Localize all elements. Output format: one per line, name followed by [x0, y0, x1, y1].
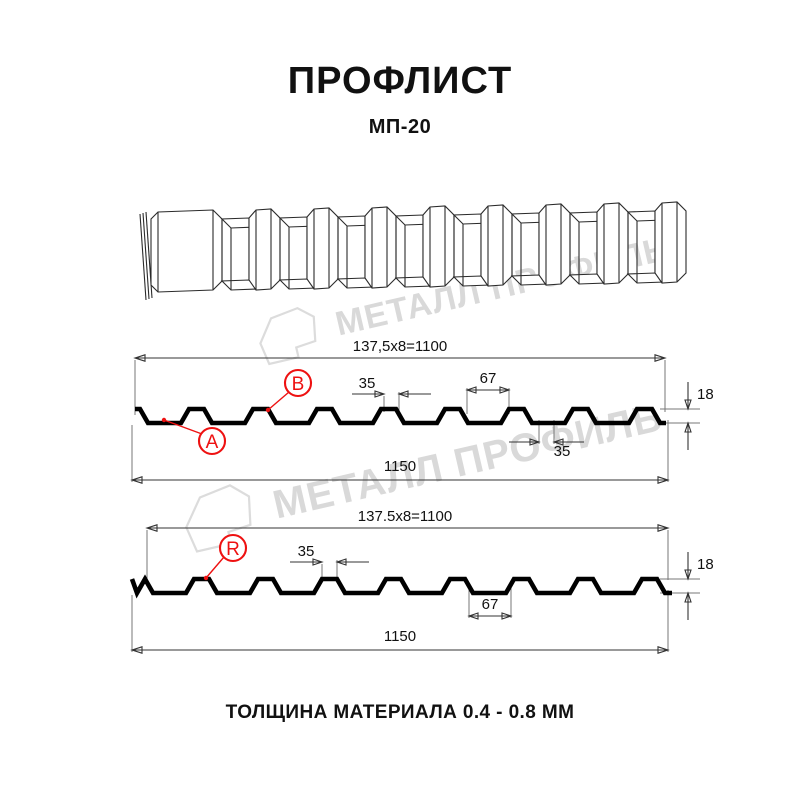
dimension-label-top-1: 137,5x8=1100: [353, 338, 447, 355]
dimension-rib-top-2: 35: [290, 543, 369, 582]
dimension-label-67: 67: [480, 370, 497, 387]
watermark-text: МЕТАЛЛ ПРОФИЛЬ: [269, 395, 667, 527]
callout-label-a: A: [206, 432, 219, 453]
callout-a: A: [161, 417, 227, 456]
dimension-top-2: 137.5x8=1100: [145, 508, 670, 585]
dimension-label-35-section2: 35: [298, 543, 315, 560]
callout-leader-r: [205, 556, 225, 579]
callout-circle-r: [218, 533, 248, 563]
profile-outline-2: [129, 574, 672, 599]
callout-anchor-b: [265, 407, 271, 413]
profile-outline-1: [135, 406, 666, 426]
material-thickness-note: ТОЛЩИНА МАТЕРИАЛА 0.4 - 0.8 ММ: [225, 702, 575, 723]
dimension-rib-top-1: 35: [352, 375, 431, 412]
callout-label-b: B: [292, 374, 305, 395]
dimension-valley-2: 67: [467, 588, 513, 620]
callout-leader-b: [267, 391, 290, 411]
callout-b: B: [265, 368, 313, 413]
callout-circle-b: [283, 368, 313, 398]
dimension-height-2: 18: [660, 552, 714, 620]
dimension-label-18-section2: 18: [697, 556, 714, 573]
dimension-label-67-section2: 67: [482, 596, 499, 613]
dimension-label-top-2: 137.5x8=1100: [358, 508, 452, 525]
page-subtitle: МП-20: [368, 116, 432, 138]
dimension-bottom-1: 1150: [130, 420, 670, 484]
dimension-label-35-lower: 35: [554, 443, 571, 460]
callout-anchor-r: [203, 575, 209, 581]
page-title: ПРОФЛИСТ: [287, 60, 513, 102]
dimension-rib-bottom-1: 35: [509, 420, 584, 460]
dimension-label-bottom-1: 1150: [384, 458, 416, 475]
callout-label-r: R: [226, 539, 240, 560]
dimension-label-bottom-2: 1150: [384, 628, 416, 645]
dimension-valley-1: 67: [465, 370, 511, 414]
dimension-top-1: 137,5x8=1100: [133, 338, 667, 415]
callout-anchor-a: [161, 417, 167, 423]
isometric-profile-view: [139, 201, 687, 301]
dimension-label-18: 18: [697, 386, 714, 403]
dimension-height-1: 18: [660, 382, 714, 450]
dimension-bottom-2: 1150: [130, 590, 670, 654]
callout-leader-a: [163, 419, 203, 435]
callout-circle-a: [197, 426, 227, 456]
watermark-logo-icon: [185, 484, 252, 553]
dimension-label-35-upper: 35: [359, 375, 376, 392]
title-block: ПРОФЛИСТ МП-20: [0, 62, 800, 139]
cross-section-view-2: 137.5x8=1100 1150 35: [129, 508, 714, 654]
cross-section-view-1: 137,5x8=1100 1150 35: [130, 338, 714, 484]
watermark-logo-icon: [259, 306, 317, 366]
callout-r: R: [203, 533, 248, 581]
